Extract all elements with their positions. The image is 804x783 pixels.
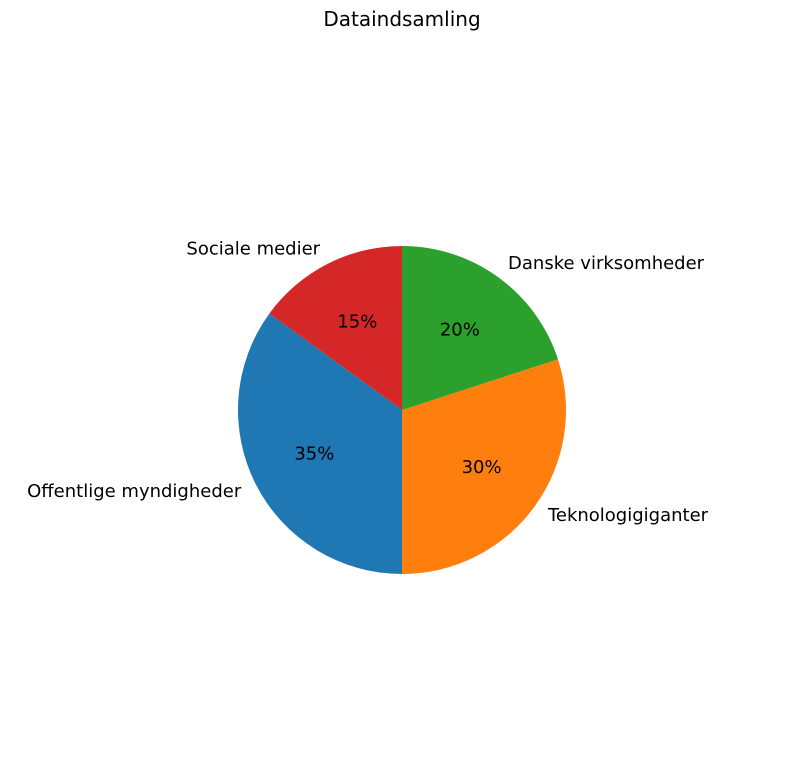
pie-slice	[269, 246, 402, 410]
slice-percent-label: 35%	[294, 444, 334, 465]
slice-label: Teknologigiganter	[547, 505, 709, 526]
slice-percent-label: 30%	[462, 457, 502, 478]
chart-title: Dataindsamling	[323, 7, 480, 31]
slice-label: Danske virksomheder	[508, 253, 705, 274]
slice-label: Offentlige myndigheder	[27, 481, 242, 502]
slice-percent-label: 15%	[337, 311, 377, 332]
slice-label: Sociale medier	[186, 238, 320, 259]
slice-percent-label: 20%	[440, 319, 480, 340]
pie-slice	[402, 246, 558, 410]
pie-slices	[238, 246, 566, 574]
pie-labels: Sociale medier 15% Offentlige myndigheder 3…	[27, 238, 709, 526]
pie-slice	[402, 359, 566, 574]
pie-slice	[238, 313, 402, 574]
